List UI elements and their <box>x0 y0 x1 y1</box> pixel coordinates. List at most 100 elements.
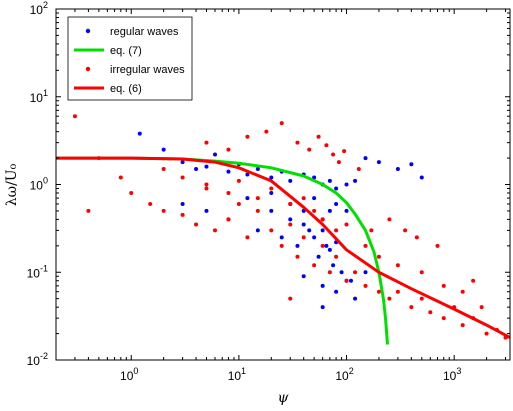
data-point <box>320 305 325 310</box>
data-point <box>288 217 293 222</box>
x-tick-label: 103 <box>443 366 461 383</box>
data-point <box>129 191 134 196</box>
data-point <box>312 208 317 213</box>
data-point <box>269 186 274 191</box>
legend-marker <box>85 66 91 72</box>
data-point <box>320 217 325 222</box>
data-point <box>324 143 329 148</box>
data-point <box>376 254 381 259</box>
data-point <box>180 212 185 217</box>
data-point <box>344 208 349 213</box>
data-point <box>213 228 218 233</box>
data-point <box>387 217 392 222</box>
data-point <box>226 169 231 174</box>
data-point <box>301 222 306 227</box>
data-point <box>331 263 336 268</box>
data-point <box>312 175 317 180</box>
x-tick-label: 101 <box>228 366 246 383</box>
data-point <box>204 182 209 187</box>
data-point <box>479 305 484 310</box>
data-point <box>334 201 339 206</box>
y-tick-label: 10-1 <box>27 263 48 280</box>
data-point <box>295 140 300 145</box>
data-point <box>288 222 293 227</box>
data-point <box>226 147 231 152</box>
data-point <box>460 289 465 294</box>
data-point <box>279 235 284 240</box>
legend-label: eq. (7) <box>110 45 142 57</box>
data-point <box>409 162 414 167</box>
legend: regular waves eq. (7) irregular waves eq. (… <box>67 16 193 101</box>
data-point <box>204 208 209 213</box>
data-point <box>460 323 465 328</box>
legend-items: regular waves eq. (7) irregular waves eq. (… <box>74 26 185 95</box>
data-point <box>301 235 306 240</box>
data-point <box>307 147 312 152</box>
data-point <box>441 283 446 288</box>
data-point <box>419 296 424 301</box>
data-point <box>334 228 339 233</box>
data-point <box>245 172 250 177</box>
data-point <box>255 196 260 201</box>
data-point <box>288 178 293 183</box>
data-point <box>419 270 424 275</box>
data-point <box>376 289 381 294</box>
data-point <box>327 247 332 252</box>
x-axis-label: ψ <box>278 390 290 406</box>
data-point <box>180 175 185 180</box>
data-point <box>245 134 250 139</box>
data-point <box>180 160 185 165</box>
legend-label: regular waves <box>110 26 179 38</box>
data-point <box>194 167 199 172</box>
x-tick-label: 102 <box>335 366 353 383</box>
data-point <box>236 178 241 183</box>
data-point <box>428 310 433 315</box>
data-point <box>395 167 400 172</box>
data-point <box>334 254 339 259</box>
data-point <box>484 331 489 336</box>
data-point <box>288 201 293 206</box>
series-line <box>56 156 511 339</box>
data-point <box>312 196 317 201</box>
data-point <box>471 278 476 283</box>
data-point <box>148 201 153 206</box>
data-point <box>320 283 325 288</box>
data-point <box>363 283 368 288</box>
data-point <box>320 243 325 248</box>
data-point <box>363 270 368 275</box>
y-tick-label: 10-2 <box>27 351 48 368</box>
data-point <box>226 217 231 222</box>
data-point <box>204 140 209 145</box>
data-point <box>269 208 274 213</box>
data-point <box>316 254 321 259</box>
data-point <box>327 208 332 213</box>
data-point <box>279 243 284 248</box>
data-point <box>161 208 166 213</box>
data-point <box>331 152 336 157</box>
data-point <box>295 254 300 259</box>
data-point <box>194 222 199 227</box>
data-point <box>324 243 329 248</box>
data-point <box>387 296 392 301</box>
data-point <box>363 156 368 161</box>
data-point <box>204 186 209 191</box>
x-tick-label: 100 <box>120 366 138 383</box>
data-point <box>137 131 142 136</box>
data-point <box>344 278 349 283</box>
y-tick-label: 100 <box>30 176 48 193</box>
data-point <box>269 191 274 196</box>
data-point <box>204 164 209 169</box>
data-point <box>264 129 269 134</box>
data-point <box>435 243 440 248</box>
data-point <box>369 228 374 233</box>
series-layer <box>56 114 511 345</box>
data-point <box>312 263 317 268</box>
data-point <box>376 160 381 165</box>
data-point <box>213 152 218 157</box>
data-point <box>395 289 400 294</box>
data-point <box>363 243 368 248</box>
data-point <box>356 167 361 172</box>
y-tick-label: 102 <box>30 0 48 17</box>
data-point <box>307 228 312 233</box>
data-point <box>395 263 400 268</box>
